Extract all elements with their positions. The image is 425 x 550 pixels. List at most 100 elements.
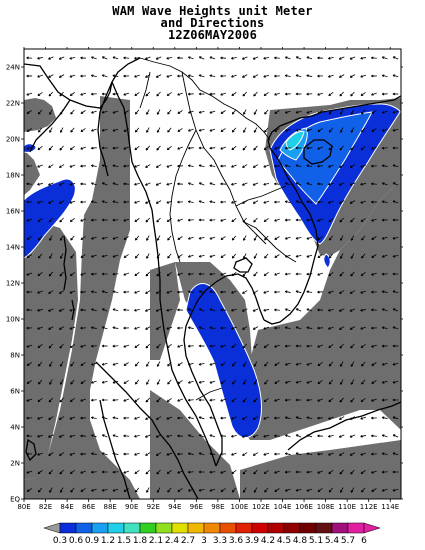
direction-arrow	[112, 110, 119, 114]
direction-arrow	[285, 380, 291, 384]
direction-arrow	[263, 416, 270, 420]
direction-arrow	[112, 272, 119, 276]
direction-arrow	[274, 308, 280, 312]
direction-arrow	[328, 452, 334, 456]
direction-arrow	[156, 469, 161, 475]
direction-arrow	[26, 344, 33, 348]
direction-arrow	[134, 127, 140, 133]
direction-arrow	[231, 145, 237, 151]
direction-arrow	[360, 344, 366, 349]
direction-arrow	[166, 344, 172, 349]
direction-arrow	[340, 127, 344, 133]
direction-arrow	[101, 380, 108, 384]
direction-arrow	[59, 379, 64, 385]
direction-arrow	[134, 182, 140, 186]
direction-arrow	[101, 182, 108, 186]
direction-arrow	[198, 218, 205, 222]
direction-arrow	[350, 235, 355, 241]
direction-arrow	[340, 109, 344, 115]
direction-arrow	[295, 470, 302, 474]
direction-arrow	[295, 200, 302, 204]
direction-arrow	[198, 128, 205, 132]
direction-arrow	[59, 397, 64, 403]
direction-arrow	[371, 488, 377, 492]
colorbar-segment	[331, 522, 349, 534]
direction-arrow	[101, 398, 108, 402]
direction-arrow	[317, 110, 323, 114]
direction-arrow	[48, 217, 54, 223]
direction-arrow	[253, 361, 258, 367]
direction-arrow	[134, 452, 140, 456]
direction-arrow	[242, 326, 248, 330]
direction-arrow	[134, 164, 140, 168]
direction-arrow	[317, 92, 323, 96]
direction-arrow	[166, 272, 172, 277]
direction-arrow	[284, 74, 291, 78]
direction-arrow	[231, 308, 237, 312]
direction-arrow	[69, 218, 75, 223]
direction-arrow	[381, 416, 388, 420]
direction-arrow	[70, 253, 75, 259]
direction-arrow	[123, 398, 130, 402]
direction-arrow	[112, 326, 119, 330]
direction-arrow	[220, 200, 227, 204]
y-tick-label: 18N	[6, 172, 20, 180]
colorbar-label: 1.8	[133, 536, 148, 546]
direction-arrow	[328, 109, 334, 115]
direction-arrow	[231, 290, 237, 294]
direction-arrow	[285, 182, 291, 186]
direction-arrow	[156, 109, 161, 115]
direction-arrow	[26, 380, 32, 384]
direction-arrow	[349, 74, 356, 78]
colorbar-label: 3.3	[213, 536, 227, 546]
direction-arrow	[306, 182, 313, 186]
direction-arrow	[328, 416, 334, 420]
colorbar-segment	[203, 522, 221, 534]
direction-arrow	[123, 128, 129, 132]
direction-arrow	[284, 452, 291, 456]
direction-arrow	[101, 200, 108, 204]
direction-arrow	[134, 416, 140, 420]
direction-arrow	[48, 416, 54, 420]
colorbar-label: 1.5	[117, 536, 131, 546]
direction-arrow	[220, 236, 226, 240]
direction-arrow	[112, 254, 119, 258]
direction-arrow	[156, 487, 161, 493]
direction-arrow	[146, 487, 150, 493]
direction-arrow	[26, 218, 33, 222]
direction-arrow	[360, 56, 367, 60]
direction-arrow	[209, 416, 216, 420]
direction-arrow	[220, 416, 227, 420]
direction-arrow	[284, 236, 291, 240]
direction-arrow	[37, 416, 43, 420]
direction-arrow	[392, 470, 399, 474]
direction-arrow	[59, 361, 64, 367]
direction-arrow	[317, 74, 323, 78]
direction-arrow	[69, 271, 75, 277]
direction-arrow	[101, 164, 108, 168]
direction-arrow	[48, 271, 54, 277]
colorbar-segment	[123, 522, 141, 534]
direction-arrow	[123, 380, 129, 384]
direction-arrow	[306, 362, 313, 366]
colorbar-label: 6	[361, 536, 367, 546]
direction-arrow	[167, 235, 172, 241]
direction-arrow	[231, 164, 237, 168]
direction-arrow	[220, 146, 226, 150]
direction-arrow	[381, 146, 388, 150]
direction-arrow	[392, 398, 399, 402]
direction-arrow	[361, 379, 366, 385]
direction-arrow	[306, 470, 313, 474]
direction-arrow	[156, 379, 161, 385]
direction-arrow	[231, 182, 237, 186]
direction-arrow	[198, 56, 205, 60]
direction-arrow	[381, 110, 388, 114]
direction-arrow	[360, 200, 367, 204]
direction-arrow	[187, 218, 194, 222]
direction-arrow	[188, 254, 194, 258]
direction-arrow	[188, 74, 194, 78]
direction-arrow	[284, 362, 291, 366]
direction-arrow	[371, 380, 377, 384]
direction-arrow	[145, 343, 151, 349]
direction-arrow	[91, 416, 97, 420]
